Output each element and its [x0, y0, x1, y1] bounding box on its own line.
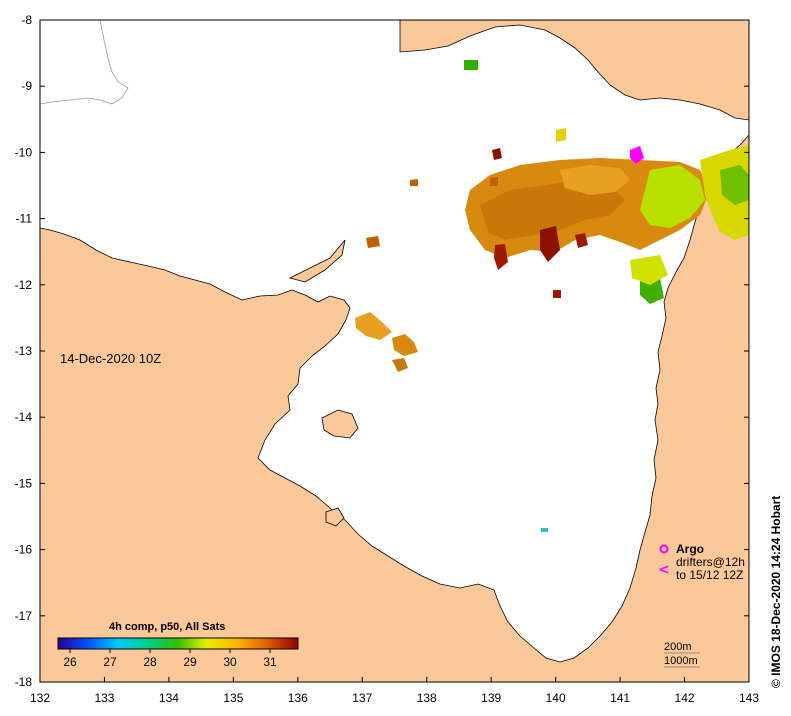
land-png [399, 20, 749, 121]
legend-drifters-2: to 15/12 12Z [676, 568, 743, 582]
x-tick-label: 134 [159, 691, 179, 705]
y-tick-label: -16 [15, 543, 33, 557]
colorbar-tick-label: 29 [183, 655, 197, 669]
legend-drifters-1: drifters@12h [676, 555, 745, 569]
x-tick-label: 136 [288, 691, 308, 705]
x-tick-label: 135 [223, 691, 243, 705]
land-groote [321, 409, 359, 439]
colorbar-title: 4h comp, p50, All Sats [109, 621, 225, 633]
argo-marker-icon [659, 544, 669, 554]
x-tick-label: 139 [481, 691, 501, 705]
x-tick-label: 142 [675, 691, 695, 705]
x-tick-label: 138 [417, 691, 437, 705]
isobath-200: 200m [664, 641, 692, 653]
y-tick-label: -11 [16, 212, 33, 226]
land-arnhem-islands [288, 239, 346, 283]
colorbar-tick-label: 30 [223, 655, 237, 669]
x-axis: 132 133 134 135 136 137 138 139 140 141 142 143 [30, 677, 759, 705]
y-tick-label: -14 [15, 410, 33, 424]
x-tick-label: 141 [610, 691, 630, 705]
x-tick-label: 132 [30, 691, 50, 705]
land-cape-york [40, 134, 749, 682]
colorbar-tick-label: 26 [63, 655, 77, 669]
isobath-1000: 1000m [664, 655, 698, 667]
x-tick-label: 140 [546, 691, 566, 705]
colorbar: 4h comp, p50, All Sats 26 27 28 29 30 31 [57, 621, 299, 669]
legend-argo: Argo [676, 542, 704, 556]
colorbar-ramp [57, 637, 299, 650]
credit-text: © IMOS 18-Dec-2020 14:24 Hobart [769, 496, 783, 688]
y-tick-label: -10 [15, 145, 33, 159]
x-tick-label: 137 [352, 691, 372, 705]
x-tick-label: 133 [94, 691, 114, 705]
y-tick-label: -8 [21, 13, 32, 27]
legend: Argo < drifters@12h to 15/12 12Z [658, 542, 745, 582]
land-wellesley [325, 507, 345, 527]
colorbar-tick-label: 31 [263, 655, 277, 669]
isobath-legend: 200m 1000m [664, 641, 700, 668]
colorbar-tick-label: 27 [103, 655, 117, 669]
x-tick-label: 143 [739, 691, 759, 705]
y-tick-label: -12 [15, 278, 33, 292]
y-tick-label: -17 [15, 609, 33, 623]
y-tick-label: -9 [21, 79, 32, 93]
date-label: 14-Dec-2020 10Z [60, 351, 161, 366]
y-tick-label: -13 [15, 344, 33, 358]
y-tick-label: -15 [15, 476, 33, 490]
y-tick-label: -18 [15, 675, 33, 689]
sst-data [355, 60, 749, 532]
y-axis: -8 -9 -10 -11 -12 -13 -14 -15 -16 -17 -18 [15, 13, 749, 689]
drifter-arrow-icon: < [658, 562, 670, 578]
river-line [40, 20, 129, 105]
colorbar-tick-label: 28 [143, 655, 157, 669]
